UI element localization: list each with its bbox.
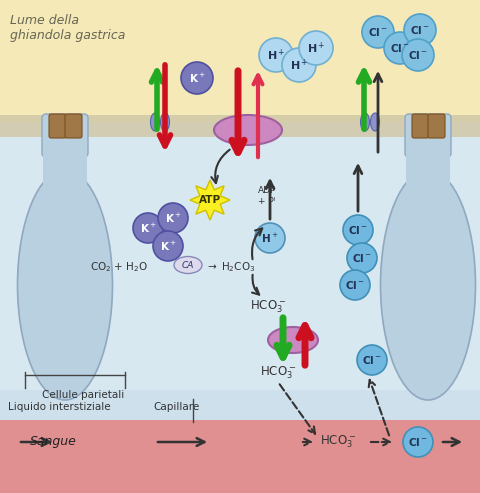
Text: Cl$^-$: Cl$^-$: [361, 354, 381, 366]
Ellipse shape: [380, 170, 475, 400]
Circle shape: [180, 62, 213, 94]
Circle shape: [361, 16, 393, 48]
Text: HCO$_3^-$: HCO$_3^-$: [259, 365, 295, 381]
Polygon shape: [190, 180, 229, 220]
Circle shape: [401, 39, 433, 71]
Text: Cl$^-$: Cl$^-$: [389, 42, 409, 54]
Text: Cl$^-$: Cl$^-$: [348, 224, 367, 236]
Bar: [48, 118, 82, 153]
Circle shape: [339, 270, 369, 300]
Ellipse shape: [267, 327, 317, 353]
Circle shape: [157, 203, 188, 233]
Ellipse shape: [370, 113, 379, 131]
Text: Sangue: Sangue: [30, 435, 77, 449]
Text: HCO$_3^-$: HCO$_3^-$: [319, 434, 355, 450]
Text: CA: CA: [181, 260, 194, 270]
Bar: [410, 118, 444, 153]
Ellipse shape: [150, 113, 159, 131]
Circle shape: [281, 48, 315, 82]
Text: Cl$^-$: Cl$^-$: [409, 24, 429, 36]
Circle shape: [402, 427, 432, 457]
Ellipse shape: [360, 113, 369, 131]
Ellipse shape: [174, 256, 202, 274]
Text: $\rightarrow$ H$_2$CO$_3$: $\rightarrow$ H$_2$CO$_3$: [204, 260, 255, 274]
Text: H$^+$: H$^+$: [306, 40, 324, 56]
Text: Cl$^-$: Cl$^-$: [351, 252, 371, 264]
Circle shape: [299, 31, 332, 65]
Bar: [0, 115, 480, 137]
Text: Cellule parietali: Cellule parietali: [42, 390, 124, 400]
Text: K$^+$: K$^+$: [164, 211, 181, 224]
Text: Cl$^-$: Cl$^-$: [344, 279, 364, 291]
Circle shape: [254, 223, 285, 253]
Circle shape: [133, 213, 163, 243]
Bar: [0, 122, 480, 395]
FancyBboxPatch shape: [49, 114, 66, 138]
Ellipse shape: [214, 115, 281, 145]
Text: K$^+$: K$^+$: [188, 71, 205, 85]
Text: ADP
+ Pᴵ: ADP + Pᴵ: [257, 186, 276, 206]
Text: K$^+$: K$^+$: [159, 240, 176, 252]
Text: H$^+$: H$^+$: [289, 57, 308, 72]
Text: HCO$_3^-$: HCO$_3^-$: [250, 299, 286, 315]
Text: Cl$^-$: Cl$^-$: [367, 26, 387, 38]
Circle shape: [342, 215, 372, 245]
FancyBboxPatch shape: [411, 114, 428, 138]
Bar: [43, 128, 87, 198]
Circle shape: [383, 32, 415, 64]
Text: H$^+$: H$^+$: [266, 47, 285, 63]
Text: CO$_2$ + H$_2$O: CO$_2$ + H$_2$O: [90, 260, 148, 274]
FancyBboxPatch shape: [427, 114, 444, 138]
Text: Liquido interstiziale: Liquido interstiziale: [8, 402, 110, 412]
Text: Lume della
ghiandola gastrica: Lume della ghiandola gastrica: [10, 14, 125, 42]
Ellipse shape: [160, 113, 169, 131]
Bar: [0, 390, 480, 430]
Circle shape: [258, 38, 292, 72]
Ellipse shape: [17, 170, 112, 400]
Text: H$^+$: H$^+$: [261, 231, 278, 245]
Text: Cl$^-$: Cl$^-$: [407, 49, 427, 61]
Text: K$^+$: K$^+$: [139, 221, 156, 235]
FancyBboxPatch shape: [404, 114, 450, 157]
Text: Cl$^-$: Cl$^-$: [407, 436, 427, 448]
Bar: [0, 420, 480, 493]
Bar: [405, 128, 449, 198]
FancyBboxPatch shape: [65, 114, 82, 138]
Circle shape: [403, 14, 435, 46]
Circle shape: [346, 243, 376, 273]
FancyBboxPatch shape: [42, 114, 88, 157]
Text: ATP: ATP: [199, 195, 221, 205]
Text: Capillare: Capillare: [153, 402, 199, 412]
Circle shape: [153, 231, 182, 261]
Bar: [0, 0, 480, 122]
Circle shape: [356, 345, 386, 375]
